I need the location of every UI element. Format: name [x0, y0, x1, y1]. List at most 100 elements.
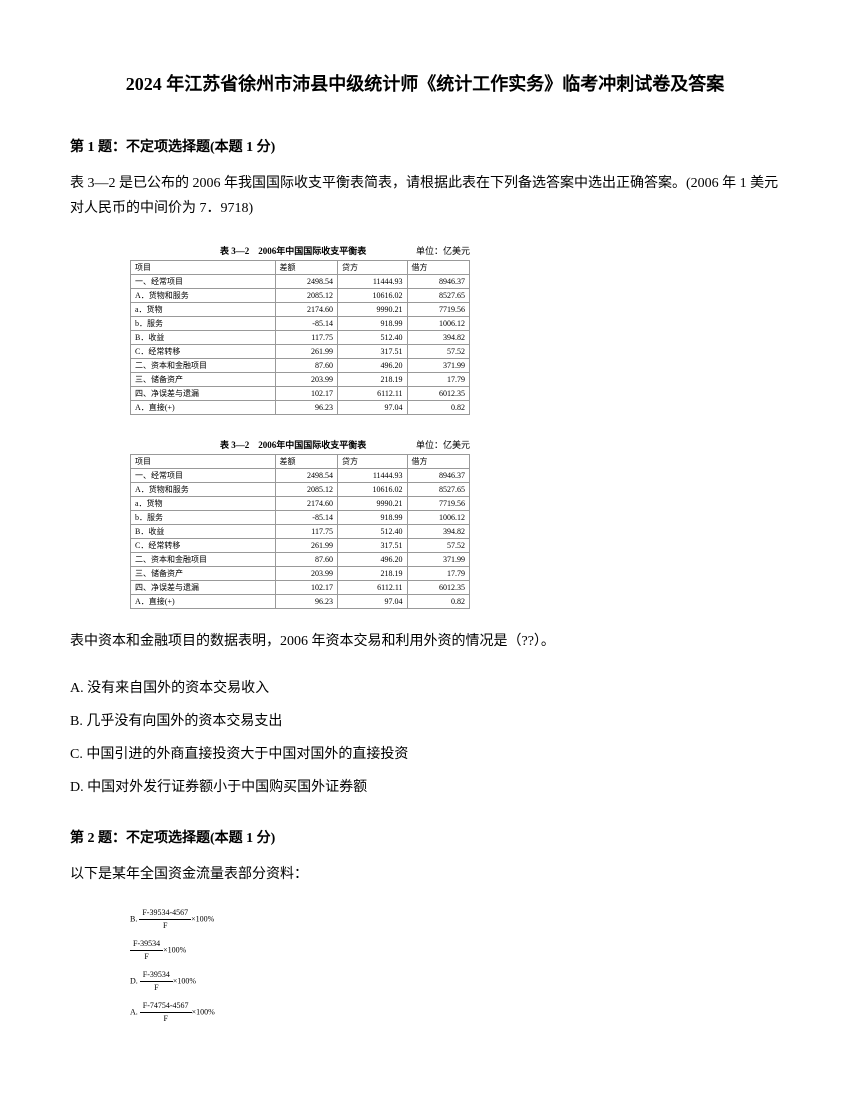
col-header: 项目 [131, 455, 276, 469]
table-cell: A．直接(+) [131, 401, 276, 415]
table-cell: 6112.11 [337, 581, 407, 595]
formula-after: ×100% [191, 914, 214, 923]
fraction-denominator: F [139, 920, 191, 932]
table-cell: A．直接(+) [131, 595, 276, 609]
table-row: a．货物2174.609990.217719.56 [131, 303, 470, 317]
table-row: 四、净误差与遗漏102.176112.116012.35 [131, 581, 470, 595]
table-cell: a．货物 [131, 497, 276, 511]
question-2-text: 以下是某年全国资金流量表部分资料： [70, 862, 780, 887]
table-cell: 2174.60 [275, 497, 337, 511]
table-cell: 四、净误差与遗漏 [131, 581, 276, 595]
table-cell: 918.99 [337, 317, 407, 331]
fraction-denominator: F [130, 951, 163, 963]
table-cell: b．服务 [131, 317, 276, 331]
table-cell: 57.52 [407, 345, 469, 359]
table-row: C．经常转移261.99317.5157.52 [131, 539, 470, 553]
table-cell: 96.23 [275, 401, 337, 415]
table-row: 二、资本和金融项目87.60496.20371.99 [131, 553, 470, 567]
table-header-row: 项目 差额 贷方 借方 [131, 261, 470, 275]
formula-block: B. F-39534-4567F×100% F-39534F×100%D. F-… [130, 907, 780, 1025]
table-cell: 8946.37 [407, 275, 469, 289]
table-cell: 10616.02 [337, 289, 407, 303]
table-cell: 87.60 [275, 359, 337, 373]
table-2-title: 表 3—2 2006年中国国际收支平衡表 [220, 440, 366, 450]
fraction-denominator: F [140, 982, 173, 994]
table-cell: 371.99 [407, 359, 469, 373]
table-row: 一、经常项目2498.5411444.938946.37 [131, 275, 470, 289]
table-cell: 7719.56 [407, 497, 469, 511]
table-cell: 7719.56 [407, 303, 469, 317]
table-cell: 6012.35 [407, 387, 469, 401]
table-cell: 9990.21 [337, 303, 407, 317]
table-cell: 512.40 [337, 525, 407, 539]
table-cell: 8527.65 [407, 289, 469, 303]
table-cell: 0.82 [407, 595, 469, 609]
table-cell: 17.79 [407, 567, 469, 581]
col-header: 差额 [275, 455, 337, 469]
col-header: 项目 [131, 261, 276, 275]
question-1-text: 表 3—2 是已公布的 2006 年我国国际收支平衡表简表，请根据此表在下列备选… [70, 171, 780, 221]
col-header: 借方 [407, 261, 469, 275]
question-2-header: 第 2 题：不定项选择题(本题 1 分) [70, 827, 780, 847]
fraction: F-39534F [130, 938, 163, 963]
table-row: B．收益117.75512.40394.82 [131, 525, 470, 539]
formula-item: B. F-39534-4567F×100% [130, 907, 780, 932]
table-row: A．货物和服务2085.1210616.028527.65 [131, 483, 470, 497]
table-cell: 261.99 [275, 345, 337, 359]
table-cell: 8527.65 [407, 483, 469, 497]
table-cell: 三、储备资产 [131, 567, 276, 581]
table-row: 一、经常项目2498.5411444.938946.37 [131, 469, 470, 483]
table-cell: 三、储备资产 [131, 373, 276, 387]
table-cell: 11444.93 [337, 275, 407, 289]
table-cell: C．经常转移 [131, 345, 276, 359]
table-cell: 8946.37 [407, 469, 469, 483]
table-cell: 二、资本和金融项目 [131, 359, 276, 373]
table-cell: 0.82 [407, 401, 469, 415]
table-cell: 57.52 [407, 539, 469, 553]
table-cell: 102.17 [275, 387, 337, 401]
formula-label: B. [130, 914, 139, 923]
table-cell: 2085.12 [275, 483, 337, 497]
document-title: 2024 年江苏省徐州市沛县中级统计师《统计工作实务》临考冲刺试卷及答案 [70, 70, 780, 96]
table-cell: 918.99 [337, 511, 407, 525]
fraction-numerator: F-39534 [140, 969, 173, 982]
table-cell: -85.14 [275, 317, 337, 331]
table-cell: A．货物和服务 [131, 289, 276, 303]
table-cell: 102.17 [275, 581, 337, 595]
table-cell: 一、经常项目 [131, 275, 276, 289]
balance-table-1: 表 3—2 2006年中国国际收支平衡表 单位：亿美元 项目 差额 贷方 借方 … [130, 241, 470, 415]
fraction: F-39534-4567F [139, 907, 191, 932]
formula-after: ×100% [173, 976, 196, 985]
table-cell: 203.99 [275, 373, 337, 387]
table-cell: 496.20 [337, 553, 407, 567]
col-header: 贷方 [337, 261, 407, 275]
table-2-unit: 单位：亿美元 [416, 438, 470, 451]
table-cell: 17.79 [407, 373, 469, 387]
formula-item: F-39534F×100% [130, 938, 780, 963]
table-row: C．经常转移261.99317.5157.52 [131, 345, 470, 359]
table-row: a．货物2174.609990.217719.56 [131, 497, 470, 511]
table-cell: 496.20 [337, 359, 407, 373]
table-row: A．直接(+)96.2397.040.82 [131, 595, 470, 609]
table-cell: 2498.54 [275, 275, 337, 289]
table-cell: 394.82 [407, 525, 469, 539]
formula-item: A. F-74754-4567F×100% [130, 1000, 780, 1025]
option-a: A. 没有来自国外的资本交易收入 [70, 675, 780, 703]
table-cell: b．服务 [131, 511, 276, 525]
table-1-title: 表 3—2 2006年中国国际收支平衡表 [220, 246, 366, 256]
table-cell: A．货物和服务 [131, 483, 276, 497]
table-cell: 四、净误差与遗漏 [131, 387, 276, 401]
table-cell: 87.60 [275, 553, 337, 567]
table-cell: B．收益 [131, 525, 276, 539]
table-row: b．服务-85.14918.991006.12 [131, 317, 470, 331]
table-cell: 512.40 [337, 331, 407, 345]
col-header: 贷方 [337, 455, 407, 469]
question-1-header: 第 1 题：不定项选择题(本题 1 分) [70, 136, 780, 156]
fraction: F-74754-4567F [140, 1000, 192, 1025]
balance-table-2: 表 3—2 2006年中国国际收支平衡表 单位：亿美元 项目 差额 贷方 借方 … [130, 435, 470, 609]
fraction-numerator: F-39534-4567 [139, 907, 191, 920]
table-cell: 117.75 [275, 331, 337, 345]
option-d: D. 中国对外发行证券额小于中国购买国外证券额 [70, 774, 780, 802]
table-row: 三、储备资产203.99218.1917.79 [131, 373, 470, 387]
fraction-numerator: F-39534 [130, 938, 163, 951]
